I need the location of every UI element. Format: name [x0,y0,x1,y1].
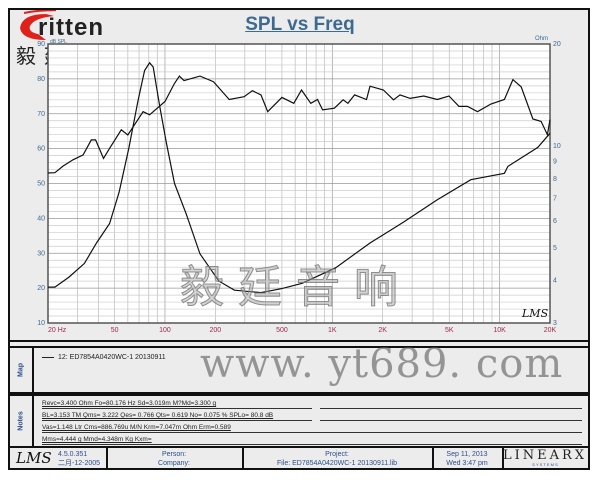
y-right-tick-label: 5 [553,245,557,252]
notes-section: Notes Revc=3.400 Ohm Fo=80.176 Hz Sd=3.0… [8,394,590,448]
map-label: Map [10,348,34,392]
y-left-tick-label: 60 [37,146,45,153]
footer-project-cell: Project: File: ED7854A0420WC-1 20130911.l… [242,448,434,468]
footer-version-cell: LMS 4.5.0.351 二月-12-2005 [10,448,108,468]
y-left-tick-label: 70 [37,111,45,118]
chart-title: SPL vs Freq [245,14,355,35]
footer-date-cell: Sep 11, 2013 Wed 3:47 pm [432,448,504,468]
x-tick-label: 200 [209,327,221,334]
x-tick-label: 5K [445,327,454,334]
spl-curve [47,75,551,174]
divider [42,408,312,409]
file-name: File: ED7854A0420WC-1 20130911.lib [276,460,398,467]
y-right-tick-label: 7 [553,195,557,202]
lms-logo: LMS [16,449,52,467]
person-label: Person: [161,451,187,458]
line-swatch-icon [42,356,54,359]
logo-word: ritten [38,14,104,41]
y-right-tick-label: 8 [553,176,557,183]
divider [42,432,582,433]
y-right-axis-label: Ohm [535,36,548,42]
y-left-tick-label: 10 [37,320,45,327]
x-tick-label: 500 [276,327,288,334]
watermark-url: www. yt689. com [200,341,564,387]
y-left-tick-label: 20 [37,285,45,292]
x-tick-label: 2K [378,327,387,334]
y-right-tick-label: 9 [553,158,557,165]
y-left-tick-label: 90 [37,41,45,48]
map-section: Map 12: ED7854A0420WC-1 20130911 [8,346,590,394]
x-tick-label: 20 Hz [48,327,67,334]
x-tick-label: 50 [111,327,119,334]
map-entry[interactable]: 12: ED7854A0420WC-1 20130911 [42,354,166,361]
divider [320,420,582,421]
x-tick-label: 10K [493,327,506,334]
y-left-tick-label: 30 [37,250,45,257]
divider [42,444,582,445]
y-right-tick-label: 6 [553,218,557,225]
y-left-tick-label: 80 [37,76,45,83]
x-tick-label: 100 [159,327,171,334]
company-label: Company: [158,460,190,467]
divider [42,420,312,421]
x-tick-label: 1K [328,327,337,334]
time: Wed 3:47 pm [446,460,488,467]
y-right-tick-label: 20 [553,41,561,48]
y-left-tick-label: 40 [37,215,45,222]
note-line-3: Vas=1.148 Ltr Cms=886.769u M/N Krm=7.047… [42,424,231,431]
divider [320,408,582,409]
y-left-tick-label: 50 [37,181,45,188]
x-tick-label: 20K [544,327,557,334]
date: Sep 11, 2013 [446,451,488,458]
project-label: Project: [325,451,349,458]
note-line-4: Mms=4.444 g Mmd=4.348m Kg Kxm= [42,436,152,443]
version: 4.5.0.351 [58,451,88,458]
spl-impedance-chart: 20 Hz 50 100 200 500 1K 2K 5K 10K 20K 10 20 30 40 50 60… [37,36,561,334]
map-entry-label: 12: ED7854A0420WC-1 20130911 [58,354,166,361]
footer-person-cell: Person: Company: [106,448,244,468]
build-date: 二月-12-2005 [58,460,101,467]
plot-border [47,43,551,324]
y-left-axis-label: dB SPL [50,39,67,45]
watermark-chinese: 毅廷音响 [180,262,412,313]
y-right-tick-label: 4 [553,278,557,285]
lms-annotation: LMS [521,307,549,320]
note-line-1: Revc=3.400 Ohm Fo=80.176 Hz Sd=3.019m M?… [42,400,217,407]
notes-label: Notes [10,396,34,446]
linearx-logo: LINEARX S Y S T E M S [502,448,588,467]
y-right-tick-label: 3 [553,320,557,327]
footer: LMS 4.5.0.351 二月-12-2005 Person: Company:… [8,446,590,470]
note-line-2: BL=3.153 TM Qms= 3.222 Qes= 0.766 Qts= 0… [42,412,274,419]
impedance-curve [48,61,551,294]
y-right-tick-label: 10 [553,143,561,150]
